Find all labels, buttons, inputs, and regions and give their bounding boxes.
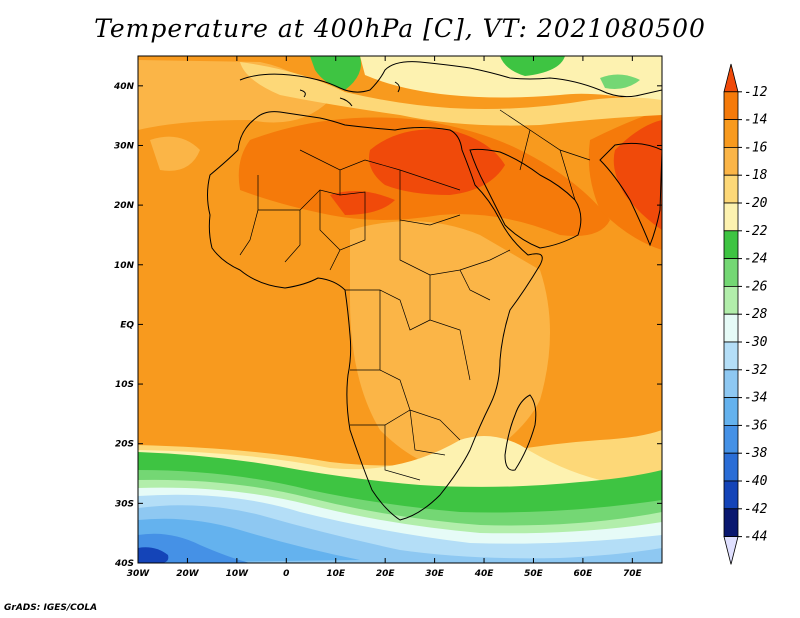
colorbar-segment: [723, 230, 739, 260]
colorbar-segment: [723, 536, 739, 565]
colorbar-segment: [723, 285, 739, 315]
country-borders: [239, 109, 591, 481]
colorbar-label: -16: [744, 140, 768, 155]
colorbar-segment: [723, 424, 739, 454]
y-tick-label: 20N: [114, 201, 135, 211]
map-title: Temperature at 400hPa [C], VT: 202108050…: [94, 14, 706, 43]
field-region-24-mediterranean: [310, 56, 361, 90]
colorbar-label: -28: [744, 307, 768, 322]
colorbar-label: -26: [744, 279, 768, 294]
x-tick-label: 20W: [176, 569, 200, 579]
x-tick-label: 60E: [574, 569, 594, 579]
field-region-24-caspian: [600, 74, 640, 89]
madagascar-coastline: [504, 394, 537, 471]
field-region-12-chad: [330, 191, 395, 215]
x-tick-label: 0: [283, 569, 289, 579]
colorbar-segment: [723, 452, 739, 482]
colorbar-label: -36: [744, 418, 768, 433]
plot-frame: [137, 55, 663, 564]
footer-credit: GrADS: IGES/COLA: [4, 603, 98, 613]
colorbar-label: -44: [744, 530, 767, 545]
field-region-12-india: [613, 120, 662, 230]
africa-coastline: [207, 111, 543, 521]
field-region-42-south: [138, 547, 169, 563]
colorbar-segment: [723, 508, 739, 537]
colorbar-segment: [723, 146, 739, 176]
colorbar-label: -34: [744, 391, 767, 406]
y-tick-label: 40N: [113, 82, 135, 92]
y-tick-label: 30S: [115, 499, 134, 509]
field-region-16-east: [350, 221, 550, 470]
colorbar-segment: [723, 63, 739, 93]
field-region-12-egypt: [369, 129, 505, 195]
border-central-africa: [345, 289, 431, 411]
y-tick-label: EQ: [120, 320, 134, 330]
colorbar-segment: [723, 341, 739, 371]
x-tick-label: 10E: [326, 569, 346, 579]
colorbar-label: -30: [744, 335, 768, 350]
y-tick-label: 10S: [115, 380, 134, 390]
x-tick-label: 30E: [425, 569, 445, 579]
x-tick-label: 50E: [524, 569, 544, 579]
field-region-20-north: [240, 62, 662, 126]
temperature-field: [138, 56, 662, 563]
colorbar-label: -32: [744, 363, 768, 378]
europe-coastline: [239, 61, 662, 98]
border-middle-east: [499, 109, 591, 201]
colorbar-segment: [723, 397, 739, 426]
x-tick-label: 40E: [474, 569, 495, 579]
field-region-16-west: [150, 136, 200, 171]
border-north-africa: [299, 149, 461, 226]
x-tick-label: 10W: [226, 569, 250, 579]
colorbar-label: -12: [744, 85, 768, 100]
y-axis: 40N 30N 20N 10N EQ 10S 20S 30S 40S: [113, 82, 662, 569]
field-region-22-north: [360, 56, 662, 105]
colorbar-segment: [723, 369, 739, 398]
colorbar-segment: [723, 119, 739, 148]
y-tick-label: 30N: [114, 141, 135, 151]
colorbar-label: -40: [744, 474, 768, 489]
colorbar-label: -18: [744, 168, 768, 183]
field-region-24-north: [500, 56, 565, 76]
border-east-africa: [399, 220, 511, 381]
arabia-coastline: [469, 148, 582, 249]
border-southern-africa: [350, 409, 461, 481]
colorbar-label: -14: [744, 113, 767, 128]
y-tick-label: 40S: [114, 559, 134, 569]
colorbar: -12 -14 -16 -18 -20 -22 -24 -26 -28 -30 -32 -34 -36 -…: [723, 63, 768, 565]
y-tick-label: 20S: [115, 440, 134, 450]
colorbar-segment: [723, 174, 739, 204]
colorbar-label: -38: [744, 446, 768, 461]
colorbar-label: -42: [744, 502, 768, 517]
colorbar-segment: [723, 91, 739, 121]
colorbar-label: -22: [744, 224, 768, 239]
colorbar-segment: [723, 202, 739, 232]
x-axis: 30W 20W 10W 0 10E 20E 30E 40E 50E 60E 70E: [127, 56, 643, 579]
colorbar-segment: [723, 258, 739, 287]
x-tick-label: 30W: [127, 569, 151, 579]
colorbar-segment: [723, 313, 739, 343]
colorbar-segment: [723, 480, 739, 510]
colorbar-label: -20: [744, 196, 768, 211]
x-tick-label: 70E: [623, 569, 643, 579]
x-tick-label: 20E: [376, 569, 396, 579]
y-tick-label: 10N: [114, 261, 135, 271]
mediterranean-islands: [299, 81, 400, 107]
india-coastline: [599, 142, 662, 247]
colorbar-label: -24: [744, 252, 767, 267]
coastlines: [207, 61, 662, 521]
